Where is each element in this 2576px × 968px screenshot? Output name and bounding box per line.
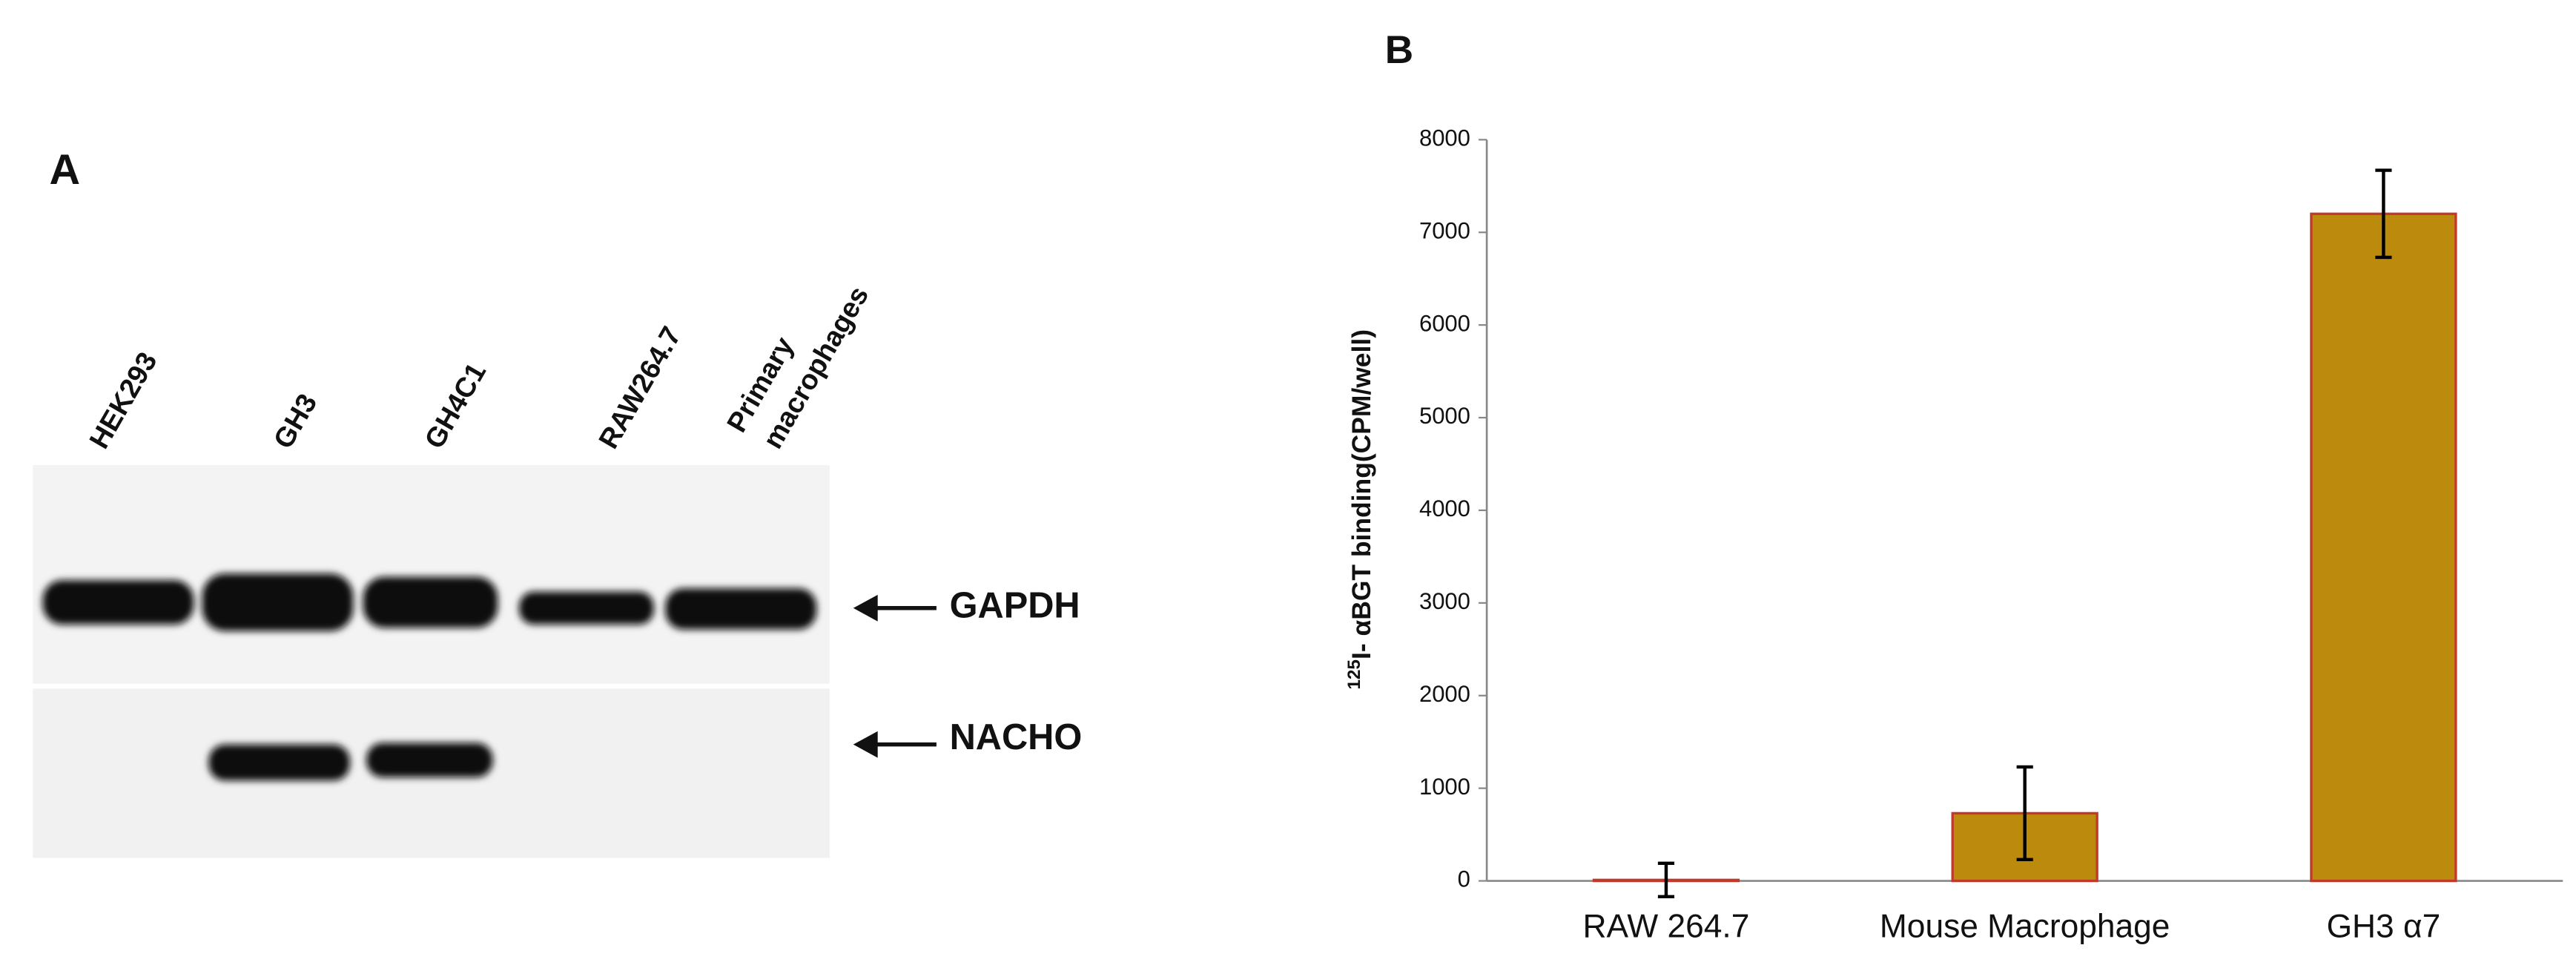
panel-label: A — [49, 146, 80, 194]
y-tick-label: 6000 — [1419, 310, 1470, 336]
x-tick-label: GH3 α7 — [2327, 909, 2441, 945]
y-tick-label: 7000 — [1419, 217, 1470, 243]
band — [519, 591, 654, 625]
band — [208, 744, 350, 781]
y-axis-label: 125I- αBGT binding(CPM/well) — [1344, 329, 1376, 690]
x-tick-label: RAW 264.7 — [1583, 909, 1750, 945]
y-tick-label: 3000 — [1419, 588, 1470, 614]
y-tick-label: 8000 — [1419, 125, 1470, 151]
bar — [2310, 212, 2457, 883]
band — [42, 580, 194, 625]
panel-label: B — [1385, 28, 1413, 72]
label: I- αBGT binding(CPM/well) — [1347, 329, 1376, 659]
lane-label: RAW264.7 — [592, 321, 687, 454]
bands — [42, 573, 817, 781]
band — [363, 576, 498, 628]
y-tick-label: 1000 — [1419, 774, 1470, 800]
band — [665, 588, 817, 630]
superscript: 125 — [1344, 659, 1364, 690]
y-tick-label: 5000 — [1419, 403, 1470, 429]
y-tick-label: 4000 — [1419, 495, 1470, 521]
y-tick-label: 0 — [1458, 866, 1470, 892]
blot-upper — [33, 465, 830, 684]
band-label: NACHO — [950, 717, 1083, 757]
arrowhead — [853, 731, 878, 758]
arrowhead — [853, 594, 878, 622]
lane-label: HEK293 — [83, 346, 163, 453]
band-label: GAPDH — [950, 586, 1080, 626]
band — [366, 743, 493, 777]
lane-label: GH3 — [267, 389, 323, 454]
y-tick-label: 2000 — [1419, 681, 1470, 707]
x-tick-label: Mouse Macrophage — [1880, 909, 2170, 945]
band — [202, 573, 354, 631]
lane-label: GH4C1 — [418, 358, 492, 454]
